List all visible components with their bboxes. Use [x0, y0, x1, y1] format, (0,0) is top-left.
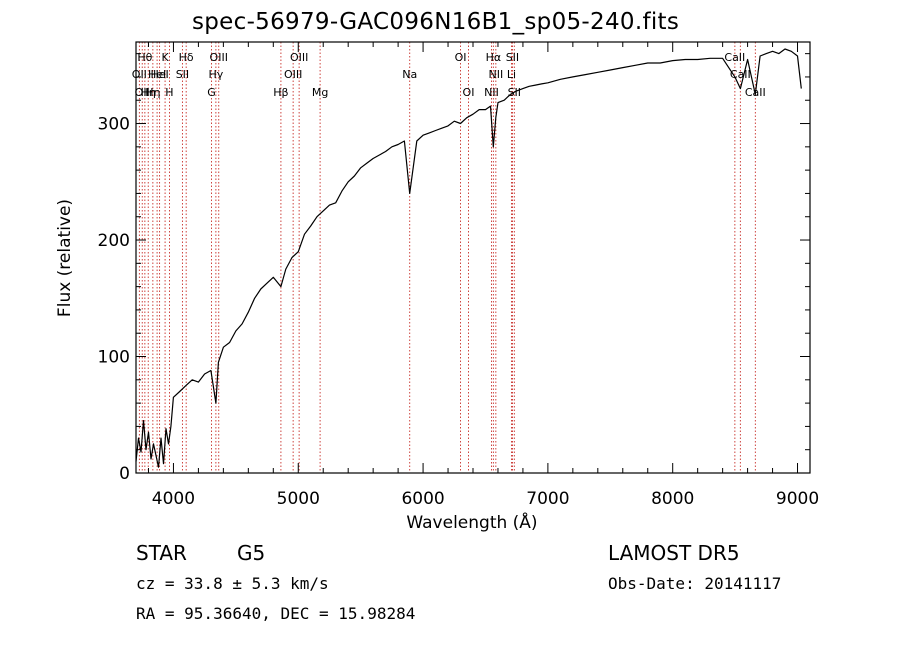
spectral-line-label: NII: [484, 86, 499, 99]
spectrum-series: [135, 48, 802, 468]
spectral-line-label: OI: [463, 86, 475, 99]
spectral-line-label: Li: [507, 68, 516, 81]
y-axis-label: Flux (relative): [55, 199, 75, 317]
y-tick-label: 200: [98, 231, 130, 251]
spectral-line-labels: OIIOIIHθHηHηHeIHeIKHSIIHδGHγOIIIHβOIIIOI…: [132, 51, 766, 99]
y-axis: 0 100 200 300: [98, 53, 810, 484]
spectral-line-label: Hβ: [273, 86, 288, 99]
object-class: STAR: [136, 541, 187, 565]
observation-date: Obs-Date: 20141117: [608, 574, 782, 593]
plot-frame: [135, 41, 811, 474]
spectral-line-label: OIII: [210, 51, 228, 64]
spectral-line-label: OIII: [284, 68, 302, 81]
spectral-line-label: G: [207, 86, 216, 99]
spectral-line-label: OII: [135, 86, 150, 99]
survey-name: LAMOST DR5: [608, 541, 740, 565]
chart-title: spec-56979-GAC096N16B1_sp05-240.fits: [192, 9, 680, 35]
spectral-line-label: OII: [132, 68, 147, 81]
spectral-line-label: Hη: [141, 86, 156, 99]
spectral-line-label: Hγ: [208, 68, 223, 81]
spectral-line-label: SII: [506, 51, 519, 64]
spectral-line-label: OIII: [290, 51, 308, 64]
spectrum-line: [135, 48, 802, 468]
spectral-line-markers: [138, 42, 756, 473]
spectral-line-label: H: [165, 86, 173, 99]
spectral-line-label: Hδ: [179, 51, 194, 64]
x-tick-label: 6000: [401, 489, 444, 509]
y-tick-label: 0: [119, 464, 130, 484]
x-axis: 4000 5000 6000 7000 8000 9000: [147, 42, 819, 509]
spectral-line-label: Hα: [486, 51, 502, 64]
spectral-line-label: Mg: [312, 86, 328, 99]
spectral-line-label: SII: [176, 68, 189, 81]
x-tick-label: 4000: [152, 489, 195, 509]
spectral-line-label: HeI: [148, 68, 166, 81]
x-tick-label: 7000: [526, 489, 569, 509]
x-tick-label: 8000: [651, 489, 694, 509]
redshift-velocity: cz = 33.8 ± 5.3 km/s: [136, 574, 329, 593]
spectral-line-label: HeI: [150, 68, 168, 81]
spectral-line-label: Hη: [145, 86, 160, 99]
object-subclass: G5: [237, 541, 266, 565]
y-tick-label: 100: [98, 348, 130, 368]
spectral-line-label: Hθ: [137, 51, 152, 64]
coordinates: RA = 95.36640, DEC = 15.98284: [136, 604, 416, 623]
spectral-line-label: OI: [455, 51, 467, 64]
spectral-line-label: K: [161, 51, 169, 64]
x-tick-label: 5000: [277, 489, 320, 509]
x-axis-label: Wavelength (Å): [406, 511, 537, 533]
spectral-line-label: NII: [488, 68, 503, 81]
x-tick-label: 9000: [776, 489, 819, 509]
y-tick-label: 300: [98, 115, 130, 135]
spectral-line-label: CaII: [724, 51, 745, 64]
spectral-line-label: Na: [402, 68, 417, 81]
